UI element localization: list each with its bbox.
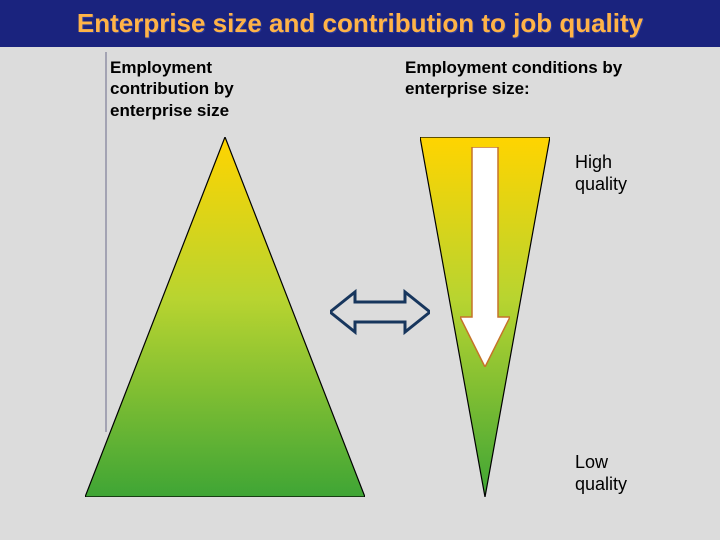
page-title: Enterprise size and contribution to job … bbox=[20, 8, 700, 39]
down-arrow bbox=[460, 147, 510, 367]
high-quality-label: High quality bbox=[575, 152, 665, 195]
right-subtitle: Employment conditions by enterprise size… bbox=[405, 57, 645, 100]
low-quality-label: Low quality bbox=[575, 452, 665, 495]
diagram-area: Employment contribution by enterprise si… bbox=[0, 47, 720, 507]
title-banner: Enterprise size and contribution to job … bbox=[0, 0, 720, 47]
upright-triangle bbox=[85, 137, 365, 497]
double-arrow-icon bbox=[330, 287, 430, 337]
left-subtitle: Employment contribution by enterprise si… bbox=[110, 57, 310, 121]
